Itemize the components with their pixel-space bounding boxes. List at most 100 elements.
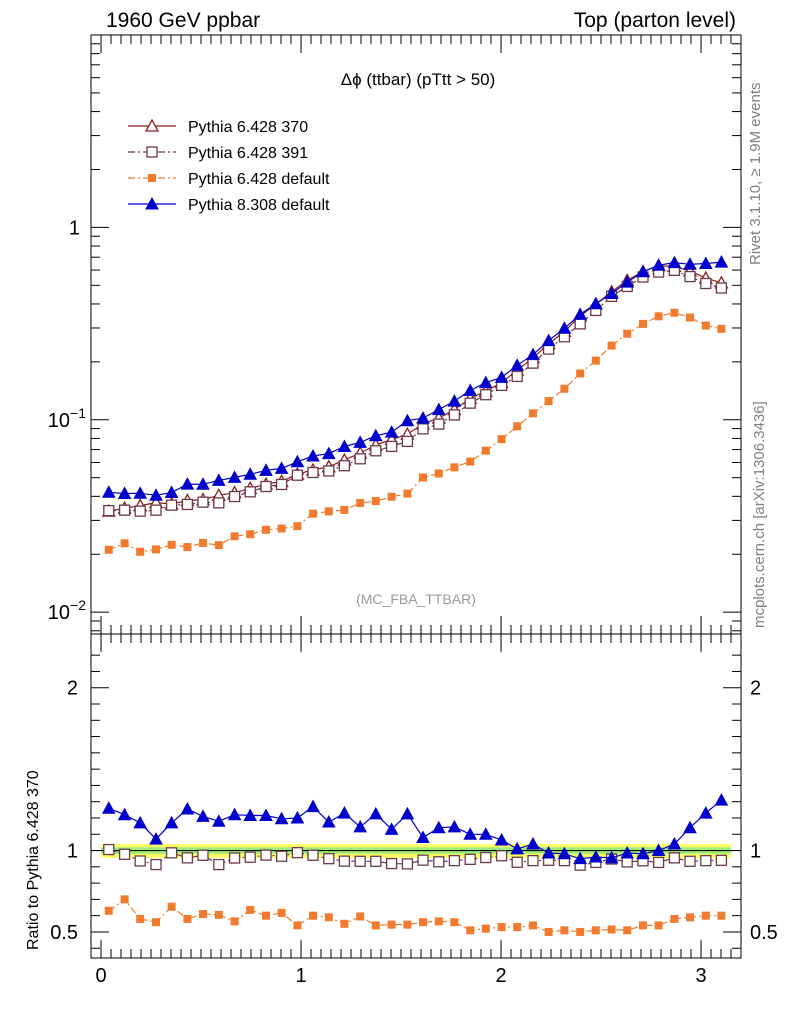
- legend-entry: Pythia 6.428 391: [128, 145, 308, 162]
- main-series-2: [104, 308, 726, 556]
- main-data-point: [431, 402, 446, 416]
- ratio-data-point: [544, 927, 553, 936]
- ratio-data-point: [371, 921, 380, 930]
- ratio-data-point: [104, 906, 113, 915]
- ratio-data-point: [133, 815, 148, 829]
- ratio-series-layer: [101, 793, 729, 936]
- ratio-data-point: [686, 913, 694, 922]
- ratio-y-tick-label: 0.5: [50, 922, 78, 944]
- ratio-y-tick-label-right: 1: [750, 841, 761, 863]
- main-data-point: [419, 473, 427, 482]
- main-data-point: [623, 329, 632, 338]
- main-data-point: [698, 256, 713, 270]
- main-data-point: [293, 522, 302, 531]
- main-data-point: [607, 341, 616, 350]
- ratio-data-point: [211, 814, 226, 827]
- main-series-layer: [101, 255, 729, 556]
- ratio-data-point: [639, 921, 647, 930]
- main-data-point: [529, 409, 537, 418]
- main-series-0: [101, 258, 729, 517]
- main-data-point: [433, 418, 445, 430]
- main-data-point: [684, 270, 696, 283]
- main-series-line: [108, 269, 722, 512]
- ratio-data-point: [306, 799, 320, 813]
- ratio-data-point: [134, 855, 146, 867]
- ratio-data-point: [324, 913, 333, 922]
- main-data-point: [576, 369, 585, 378]
- main-data-point: [118, 504, 131, 516]
- main-data-point: [323, 465, 335, 477]
- main-data-point: [133, 486, 148, 499]
- main-data-point: [450, 463, 459, 472]
- ratio-data-point: [384, 822, 399, 835]
- ratio-data-point: [401, 858, 414, 870]
- legend-label: Pythia 6.428 default: [188, 171, 330, 188]
- ratio-data-point: [152, 918, 160, 927]
- ratio-data-point: [228, 852, 241, 864]
- ratio-data-point: [196, 809, 210, 822]
- legend-entry: Pythia 6.428 370: [128, 118, 308, 136]
- ratio-data-point: [227, 807, 242, 821]
- main-data-point: [275, 478, 288, 491]
- ratio-data-point: [604, 850, 619, 864]
- ratio-data-point: [259, 808, 273, 822]
- ratio-data-point: [495, 850, 508, 862]
- ratio-data-point: [244, 851, 256, 863]
- ratio-data-point: [120, 895, 129, 904]
- legend: Pythia 6.428 370 Pythia 6.428 391 Pythia 6…: [128, 118, 330, 214]
- main-data-point: [117, 486, 132, 499]
- ratio-data-point: [667, 836, 682, 850]
- ratio-data-point: [573, 851, 588, 865]
- legend-label: Pythia 8.308 default: [188, 197, 330, 214]
- main-data-point: [481, 446, 490, 455]
- ratio-data-point: [450, 918, 459, 927]
- ratio-data-point: [620, 845, 635, 859]
- ratio-data-point: [683, 820, 697, 834]
- main-data-point: [463, 383, 478, 396]
- ratio-data-point: [321, 815, 336, 828]
- ratio-data-point: [494, 832, 509, 846]
- legend-marker: [145, 196, 159, 210]
- x-tick-label: 3: [695, 965, 706, 987]
- y-tick-label: 10−1: [48, 405, 86, 432]
- ratio-data-point: [356, 912, 365, 921]
- ratio-axis-ticks: [91, 634, 742, 958]
- legend-marker: [144, 118, 160, 132]
- main-data-point: [274, 461, 289, 474]
- main-data-point: [324, 507, 333, 516]
- x-tick-labels: 0 1 2 3: [95, 965, 706, 987]
- ratio-data-point: [353, 819, 368, 833]
- main-data-point: [385, 440, 398, 453]
- ratio-data-point: [684, 855, 696, 867]
- main-data-point: [230, 532, 239, 541]
- main-data-point: [321, 446, 336, 460]
- ratio-data-point: [416, 830, 430, 844]
- main-data-point: [353, 435, 368, 448]
- main-data-point: [152, 545, 160, 554]
- main-series-line: [108, 312, 722, 553]
- ratio-data-point: [715, 854, 728, 866]
- ratio-data-point: [510, 841, 525, 855]
- main-series-line: [108, 261, 722, 496]
- ratio-data-point: [700, 854, 712, 867]
- ratio-data-point: [529, 921, 537, 930]
- y-tick-label: 10−2: [48, 597, 86, 624]
- main-data-point: [103, 505, 115, 517]
- main-data-point: [541, 333, 556, 347]
- main-data-point: [511, 370, 523, 383]
- ratio-data-point: [623, 926, 632, 935]
- main-series-1: [103, 264, 728, 517]
- main-data-point: [654, 312, 663, 321]
- main-data-point: [120, 539, 129, 548]
- main-data-point: [403, 489, 412, 498]
- main-data-point: [574, 318, 586, 330]
- ratio-data-point: [274, 811, 289, 825]
- ratio-data-point: [701, 911, 710, 920]
- ratio-data-point: [636, 846, 650, 860]
- main-data-point: [447, 394, 462, 407]
- main-data-point: [701, 321, 710, 330]
- ratio-data-point: [385, 857, 398, 870]
- ratio-y-tick-labels: 0.5 0.5 1 1 2 2: [50, 678, 778, 944]
- ratio-y-tick-label: 2: [67, 678, 78, 700]
- ratio-data-point: [513, 923, 522, 932]
